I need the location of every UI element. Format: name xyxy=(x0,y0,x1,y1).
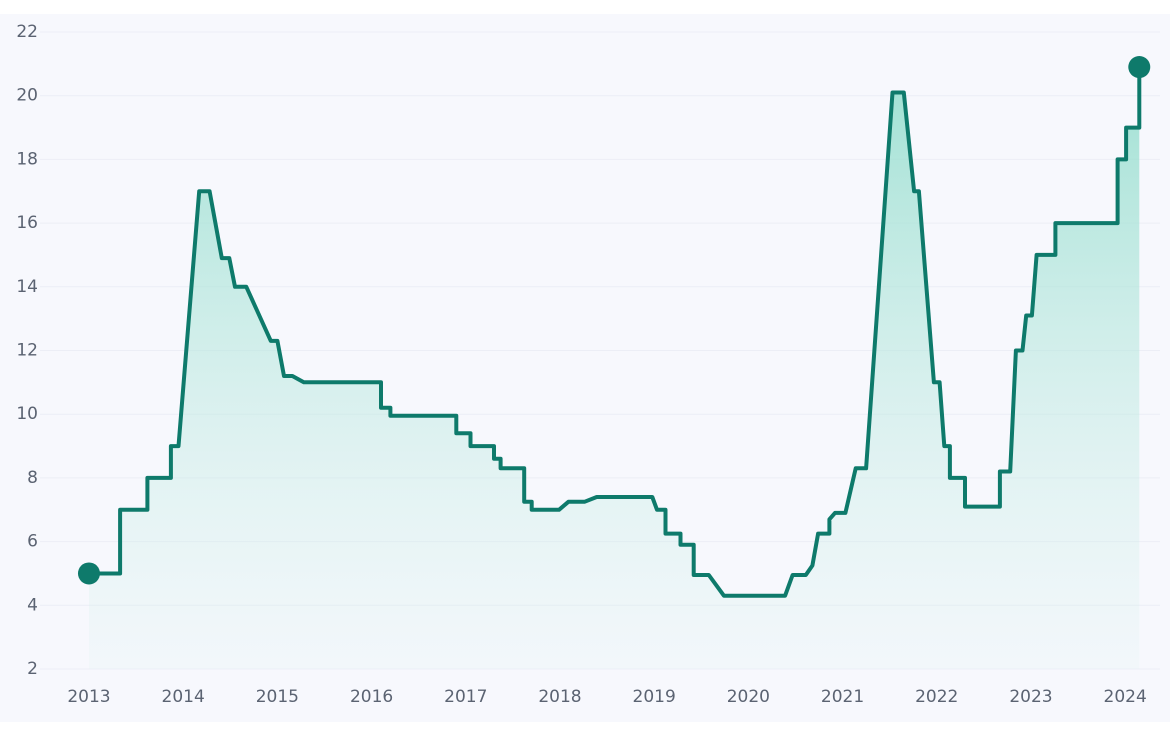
y-tick-label: 14 xyxy=(16,277,38,297)
x-tick-label: 2015 xyxy=(256,687,299,707)
y-tick-label: 20 xyxy=(16,86,38,106)
x-tick-label: 2023 xyxy=(1009,687,1052,707)
x-tick-label: 2018 xyxy=(538,687,581,707)
y-tick-label: 6 xyxy=(27,532,38,552)
x-tick-label: 2021 xyxy=(821,687,864,707)
x-tick-label: 2016 xyxy=(350,687,393,707)
y-tick-label: 22 xyxy=(16,22,38,42)
x-tick-label: 2013 xyxy=(67,687,110,707)
y-tick-label: 16 xyxy=(16,213,38,233)
line xyxy=(89,67,1142,598)
y-tick-label: 4 xyxy=(27,595,38,615)
y-tick-label: 10 xyxy=(16,404,38,424)
y-tick-label: 2 xyxy=(27,659,38,679)
y-tick-label: 12 xyxy=(16,341,38,361)
x-tick-label: 2019 xyxy=(633,687,676,707)
y-tick-label: 8 xyxy=(27,468,38,488)
x-tick-label: 2014 xyxy=(162,687,205,707)
x-tick-label: 2024 xyxy=(1104,687,1147,707)
x-tick-label: 2020 xyxy=(727,687,770,707)
end-marker xyxy=(1128,56,1151,79)
end-marker xyxy=(77,562,100,585)
y-tick-label: 18 xyxy=(16,149,38,169)
area xyxy=(89,67,1140,669)
x-tick-label: 2017 xyxy=(444,687,487,707)
x-tick-label: 2022 xyxy=(915,687,958,707)
